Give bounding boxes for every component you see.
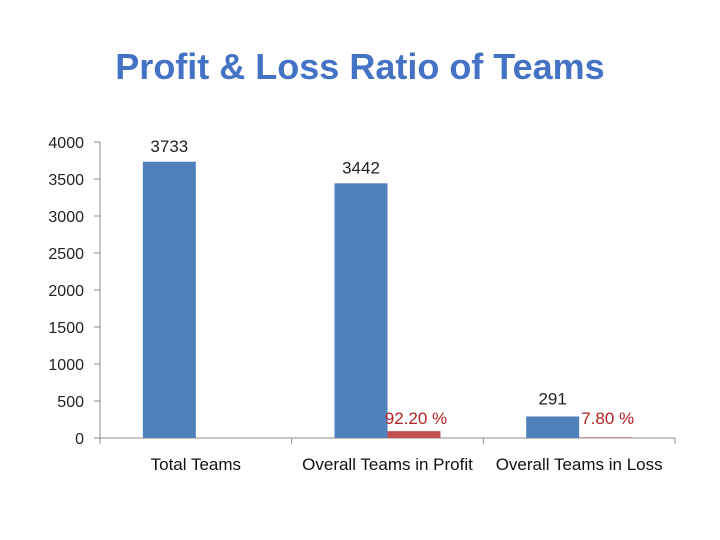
data-label: 7.80 %	[581, 409, 634, 428]
data-label: 3442	[342, 158, 380, 177]
bar	[142, 161, 196, 438]
y-tick-label: 4000	[48, 135, 84, 152]
y-tick-label: 2000	[48, 283, 84, 300]
y-tick-label: 1000	[48, 357, 84, 374]
data-label: 291	[538, 389, 566, 408]
y-tick-label: 500	[57, 394, 84, 411]
bar	[526, 416, 580, 438]
x-category-label: Total Teams	[151, 455, 241, 474]
y-tick-label: 2500	[48, 246, 84, 263]
y-tick-label: 3500	[48, 172, 84, 189]
y-tick-label: 1500	[48, 320, 84, 337]
data-label: 3733	[150, 137, 188, 156]
chart-title: Profit & Loss Ratio of Teams	[115, 46, 605, 87]
y-tick-label: 0	[75, 431, 84, 448]
y-tick-label: 3000	[48, 209, 84, 226]
bar	[334, 183, 388, 438]
chart-bars	[142, 161, 633, 438]
x-category-label: Overall Teams in Loss	[496, 455, 663, 474]
data-label: 92.20 %	[385, 409, 447, 428]
chart-labels: Total Teams Overall Teams in Profit Overal…	[150, 137, 662, 474]
x-category-label: Overall Teams in Profit	[302, 455, 473, 474]
bar	[387, 431, 441, 438]
bar	[579, 437, 633, 438]
